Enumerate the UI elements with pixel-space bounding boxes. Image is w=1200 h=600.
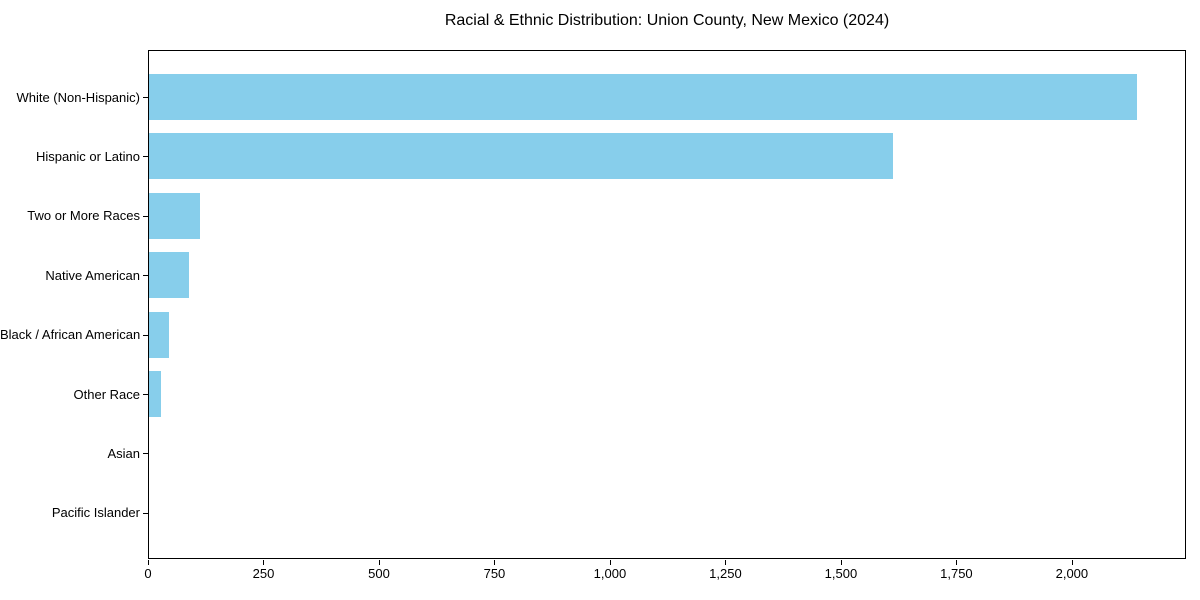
y-tick-label: White (Non-Hispanic) <box>16 89 140 105</box>
x-tick-label: 1,000 <box>593 566 627 581</box>
bar-white-non-hispanic <box>149 74 1137 120</box>
x-tick-label: 1,250 <box>709 566 742 581</box>
y-tick-label: Other Race <box>73 386 140 402</box>
y-tick-mark <box>143 453 148 455</box>
y-tick-label: Pacific Islander <box>51 505 140 521</box>
x-tick-mark <box>148 560 149 565</box>
y-tick-label: Two or More Races <box>27 208 140 224</box>
bar-black-african-american <box>149 311 169 358</box>
x-tick-mark <box>1071 560 1073 565</box>
x-tick-label: 500 <box>368 566 390 581</box>
plot-area <box>148 50 1186 559</box>
y-tick-label: Hispanic or Latino <box>35 148 140 164</box>
x-tick-mark <box>378 560 380 565</box>
x-tick-mark <box>956 560 958 565</box>
chart-title: Racial & Ethnic Distribution: Union Coun… <box>444 12 890 29</box>
x-tick-label: 750 <box>483 566 506 581</box>
y-tick-mark <box>143 215 148 217</box>
y-tick-label: Asian <box>107 445 140 461</box>
bar-other-race <box>149 371 162 417</box>
x-tick-label: 2,000 <box>1055 566 1089 581</box>
bar-native-american <box>149 252 190 299</box>
y-tick-mark <box>143 334 148 336</box>
x-tick-mark <box>840 560 842 565</box>
x-tick-mark <box>725 560 727 565</box>
x-tick-label: 0 <box>144 566 152 581</box>
y-tick-label: Native American <box>45 267 140 283</box>
x-tick-label: 1,500 <box>824 566 858 581</box>
bar-two-or-more-races <box>149 192 200 239</box>
y-tick-mark <box>143 97 148 98</box>
x-tick-label: 250 <box>252 566 275 581</box>
x-tick-mark <box>609 560 611 565</box>
x-tick-mark <box>263 560 265 565</box>
y-tick-label: Black / African American <box>0 327 141 343</box>
y-tick-mark <box>143 394 148 395</box>
bar-hispanic-or-latino <box>149 133 893 180</box>
y-tick-mark <box>143 512 148 514</box>
x-tick-label: 1,750 <box>940 566 973 581</box>
x-tick-mark <box>494 560 496 565</box>
y-tick-mark <box>143 275 148 277</box>
y-tick-mark <box>143 156 148 158</box>
